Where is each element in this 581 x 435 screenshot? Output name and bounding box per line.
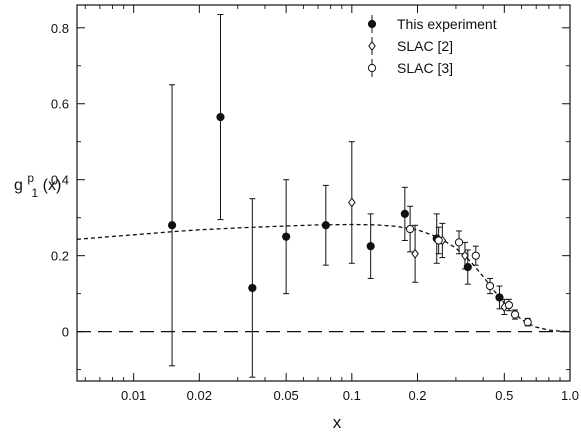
legend-label: SLAC [3] — [397, 60, 453, 76]
data-point — [434, 236, 443, 245]
legend-label: This experiment — [397, 16, 497, 32]
data-point — [510, 310, 520, 319]
data-point — [321, 221, 330, 230]
data-point — [454, 238, 464, 247]
x-tick-label: 0.05 — [273, 388, 298, 403]
x-tick-label: 0.1 — [343, 388, 361, 403]
y-axis-label-sup: p — [27, 171, 34, 185]
data-point — [523, 318, 532, 327]
y-tick-label: 0 — [62, 325, 69, 340]
legend-marker — [367, 19, 377, 29]
data-point — [495, 293, 504, 302]
y-tick-label: 0.6 — [51, 97, 69, 112]
data-point — [504, 300, 514, 310]
y-tick-label: 0.2 — [51, 249, 69, 264]
data-point — [348, 197, 356, 208]
x-tick-label: 0.5 — [495, 388, 513, 403]
y-axis-label-arg: (x) — [43, 177, 62, 194]
data-point — [366, 242, 375, 251]
x-tick-label: 0.2 — [408, 388, 426, 403]
data-point — [411, 248, 419, 259]
legend-marker — [367, 63, 377, 73]
data-point — [471, 251, 480, 260]
y-axis-label: g p 1 (x) — [14, 169, 61, 201]
y-tick-label: 0.8 — [51, 21, 69, 36]
curves — [76, 223, 571, 333]
markers — [167, 13, 532, 378]
model-curve — [76, 223, 571, 333]
data-point — [216, 112, 225, 122]
legend-label: SLAC [2] — [397, 38, 453, 54]
x-tick-label: 0.01 — [121, 388, 146, 403]
legend-marker — [368, 40, 376, 52]
data-point — [485, 281, 495, 291]
data-point — [282, 232, 291, 241]
x-axis-label: x — [333, 413, 342, 432]
tick-labels: 0.01 0.02 0.05 0.1 0.2 0.5 1.0 0 0.2 0.4 0.6 0.8 — [51, 21, 579, 403]
data-point — [400, 209, 409, 218]
y-axis-label-base: g — [14, 177, 23, 194]
y-axis-label-sub: 1 — [32, 186, 39, 200]
plot-frame — [76, 4, 571, 382]
y-tick-label: 0.4 — [51, 173, 69, 188]
axis-ticks — [77, 5, 571, 381]
data-point — [406, 224, 415, 234]
legend: This experiment SLAC [2] SLAC [3] — [367, 15, 497, 77]
data-point — [461, 250, 469, 261]
plot-border — [76, 4, 571, 382]
data-point — [248, 283, 257, 293]
data-point — [167, 221, 177, 230]
axis-labels: x g p 1 (x) — [14, 169, 342, 432]
x-tick-label: 1.0 — [561, 388, 579, 403]
x-tick-label: 0.02 — [187, 388, 212, 403]
